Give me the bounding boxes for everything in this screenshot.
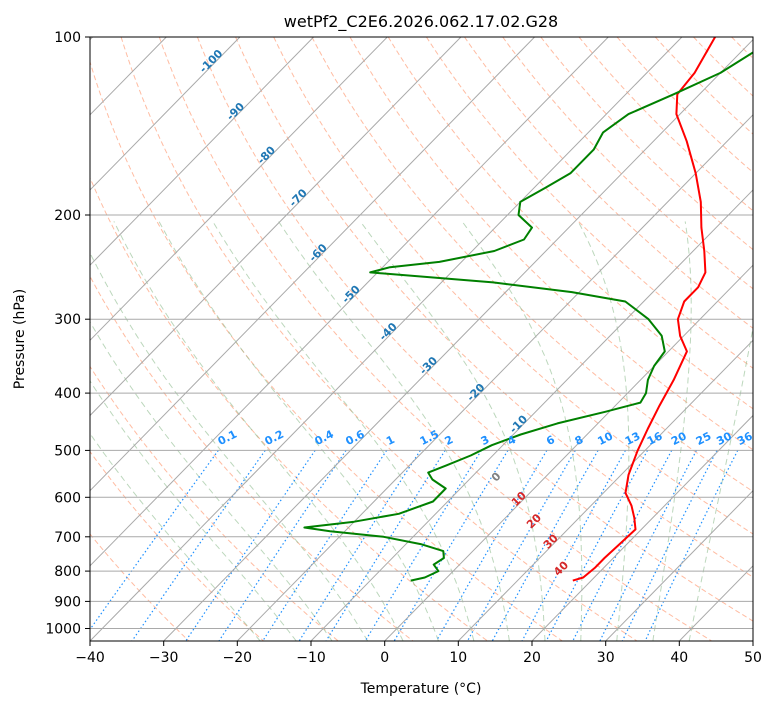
isotherm-line	[0, 37, 535, 641]
mixing-ratio-label: 0.4	[313, 427, 337, 448]
mixing-ratio-label: 20	[669, 429, 689, 448]
dry-adiabat-line	[426, 37, 775, 641]
mixing-ratio-label: 25	[694, 430, 714, 449]
moist-adiabat-label: 40	[551, 558, 571, 578]
dry-adiabat-line	[0, 37, 264, 641]
x-tick-label: 40	[670, 650, 688, 666]
mixing-ratio-line	[573, 450, 672, 641]
dry-adiabat-line	[694, 37, 775, 641]
mixing-ratio-label: 10	[595, 429, 615, 448]
mixing-ratio-line	[219, 450, 346, 641]
x-tick-label: 10	[449, 650, 467, 666]
dry-adiabat-line	[655, 37, 775, 641]
moist-adiabat-label: 10	[509, 489, 529, 509]
y-tick-label: 300	[54, 312, 81, 328]
dry-adiabat-line	[121, 37, 637, 641]
dry-adiabat-line	[617, 37, 775, 641]
isotherm-line	[0, 37, 461, 641]
mixing-ratio-line	[263, 450, 387, 641]
mixing-ratio-line	[394, 450, 508, 641]
x-tick-label: 20	[523, 650, 541, 666]
x-axis-label: Temperature (°C)	[360, 681, 482, 697]
moist-adiabat-label: 0	[489, 469, 504, 484]
isotherm-label: -20	[464, 381, 487, 404]
isotherm-line	[0, 37, 240, 641]
moist-adiabat-line	[279, 221, 510, 641]
y-tick-label: 600	[54, 490, 81, 506]
mixing-ratio-line	[600, 450, 697, 641]
y-tick-label: 900	[54, 594, 81, 610]
isotherm-line	[16, 37, 608, 641]
isotherm-line	[458, 37, 775, 641]
dry-adiabat-line	[0, 37, 189, 641]
isotherm-label: -70	[287, 186, 310, 209]
dry-adiabat-line	[159, 37, 711, 641]
moist-adiabat-line	[41, 221, 332, 641]
mixing-ratio-label: 16	[645, 429, 665, 448]
x-tick-label: −10	[296, 650, 326, 666]
isotherm-label: -80	[255, 143, 278, 166]
moist-adiabat-line	[462, 221, 582, 641]
mixing-ratio-label: 0.6	[343, 427, 367, 448]
y-tick-label: 1000	[45, 622, 81, 638]
x-tick-label: 50	[744, 650, 762, 666]
y-tick-label: 700	[54, 530, 81, 546]
temperature-profile-line	[573, 37, 715, 581]
dry-adiabat-line	[770, 37, 775, 641]
dry-adiabat-line	[45, 37, 488, 641]
isotherm-line	[679, 37, 775, 641]
x-tick-label: −30	[149, 650, 179, 666]
isotherm-line	[532, 37, 775, 641]
x-tick-label: 0	[380, 650, 389, 666]
moist-adiabat-line	[0, 221, 260, 641]
dry-adiabat-line	[197, 37, 775, 641]
mixing-ratio-label: 1.5	[418, 428, 441, 448]
y-tick-label: 800	[54, 564, 81, 580]
isotherm-label: -90	[224, 100, 247, 123]
dry-adiabat-line	[503, 37, 775, 641]
dry-adiabat-line	[350, 37, 775, 641]
isotherm-label: -50	[340, 283, 363, 306]
moist-adiabat-line	[578, 221, 629, 641]
x-tick-label: −40	[75, 650, 105, 666]
dewpoint-profile-line	[304, 37, 775, 581]
mixing-ratio-line	[186, 450, 315, 641]
isotherm-line	[753, 37, 775, 641]
isotherm-label: -40	[377, 320, 400, 343]
moist-adiabat-line	[689, 221, 769, 641]
mixing-ratio-label: 36	[735, 429, 755, 448]
mixing-ratio-label: 0.1	[216, 428, 239, 448]
plot-frame	[90, 37, 753, 641]
x-tick-label: −20	[223, 650, 253, 666]
mixing-ratio-label: 2	[443, 433, 456, 448]
isotherm-line	[0, 37, 387, 641]
chart-title: wetPf2_C2E6.2026.062.17.02.G28	[284, 12, 558, 32]
mixing-ratio-label: 30	[714, 429, 734, 448]
moist-adiabat-label: 30	[541, 531, 561, 551]
y-tick-label: 500	[54, 443, 81, 459]
mixing-ratio-line	[522, 450, 625, 641]
y-tick-label: 200	[54, 208, 81, 224]
y-tick-label: 400	[54, 386, 81, 402]
mixing-ratio-label: 6	[544, 433, 557, 448]
y-tick-label: 100	[54, 30, 81, 46]
isotherm-label: -30	[417, 354, 440, 377]
y-axis-label: Pressure (hPa)	[12, 289, 28, 389]
mixing-ratio-line	[546, 450, 647, 641]
moist-adiabat-label: 20	[524, 511, 544, 531]
dry-adiabat-line	[7, 37, 413, 641]
x-tick-label: 30	[597, 650, 615, 666]
mixing-ratio-label: 8	[573, 433, 586, 448]
isotherm-line	[0, 37, 314, 641]
